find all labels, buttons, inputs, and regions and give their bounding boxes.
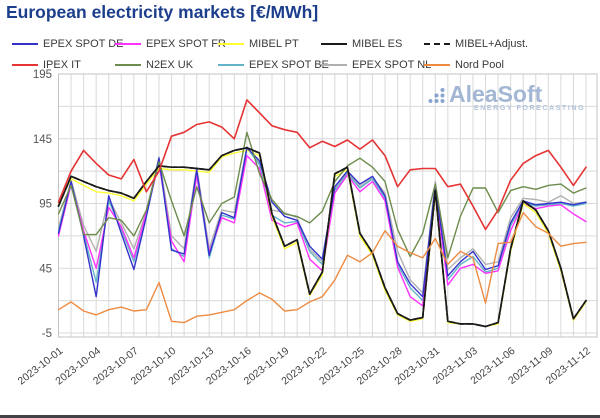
legend-label: MIBEL PT xyxy=(249,37,299,50)
legend-label: N2EX UK xyxy=(146,58,194,71)
series-line-n2ex-uk xyxy=(57,131,587,259)
y-tick-label: -5 xyxy=(42,328,52,340)
legend-label: EPEX SPOT DE xyxy=(43,37,124,50)
legend-line-swatch xyxy=(424,42,450,45)
footer-bar xyxy=(0,415,600,418)
legend-label: Nord Pool xyxy=(455,58,504,71)
legend-item-nord-pool: Nord Pool xyxy=(424,59,504,71)
legend-label: EPEX SPOT FR xyxy=(146,37,226,50)
legend-item-mibel-es: MIBEL ES xyxy=(321,38,424,50)
legend-row: EPEX SPOT DE EPEX SPOT FR MIBEL PT MIBEL ES… xyxy=(12,33,592,54)
legend-item-epex-spot-de: EPEX SPOT DE xyxy=(12,38,124,50)
legend-item-mibel-adjust-: MIBEL+Adjust. xyxy=(424,38,528,50)
legend-line-swatch xyxy=(115,63,141,66)
legend-label: MIBEL+Adjust. xyxy=(455,37,529,50)
legend-item-ipex-it: IPEX IT xyxy=(12,59,115,71)
legend-item-epex-spot-be: EPEX SPOT BE xyxy=(218,59,329,71)
legend-line-swatch xyxy=(321,42,347,45)
y-tick-label: 195 xyxy=(33,69,52,81)
legend-item-mibel-pt: MIBEL PT xyxy=(218,38,321,50)
y-tick-label: 45 xyxy=(39,263,52,275)
series-line-mibel-pt xyxy=(57,149,587,328)
legend-label: IPEX IT xyxy=(43,58,81,71)
legend-item-epex-spot-fr: EPEX SPOT FR xyxy=(115,38,226,50)
legend-line-swatch xyxy=(115,42,141,45)
legend-item-n2ex-uk: N2EX UK xyxy=(115,59,218,71)
series-line-nord-pool xyxy=(57,211,587,324)
legend-item-epex-spot-nl: EPEX SPOT NL xyxy=(321,59,431,71)
series-line-mibel-adjust- xyxy=(57,146,587,328)
page-title: European electricity markets [€/MWh] xyxy=(6,2,319,22)
legend-line-swatch xyxy=(12,42,38,45)
legend-line-swatch xyxy=(218,42,244,45)
legend-line-swatch xyxy=(218,63,244,66)
legend-line-swatch xyxy=(424,63,450,66)
legend-label: MIBEL ES xyxy=(352,37,403,50)
y-tick-label: 145 xyxy=(33,134,52,146)
legend-line-swatch xyxy=(12,63,38,66)
series-line-epex-spot-de xyxy=(57,147,587,298)
legend-row: IPEX IT N2EX UK EPEX SPOT BE EPEX SPOT NL No… xyxy=(12,54,592,75)
legend-label: EPEX SPOT BE xyxy=(249,58,329,71)
legend-label: EPEX SPOT NL xyxy=(352,58,432,71)
plot-area xyxy=(58,74,597,337)
y-tick-label: 95 xyxy=(39,199,52,211)
series-line-ipex-it xyxy=(57,99,587,231)
chart-legend: EPEX SPOT DE EPEX SPOT FR MIBEL PT MIBEL ES… xyxy=(12,33,592,75)
legend-line-swatch xyxy=(321,63,347,66)
